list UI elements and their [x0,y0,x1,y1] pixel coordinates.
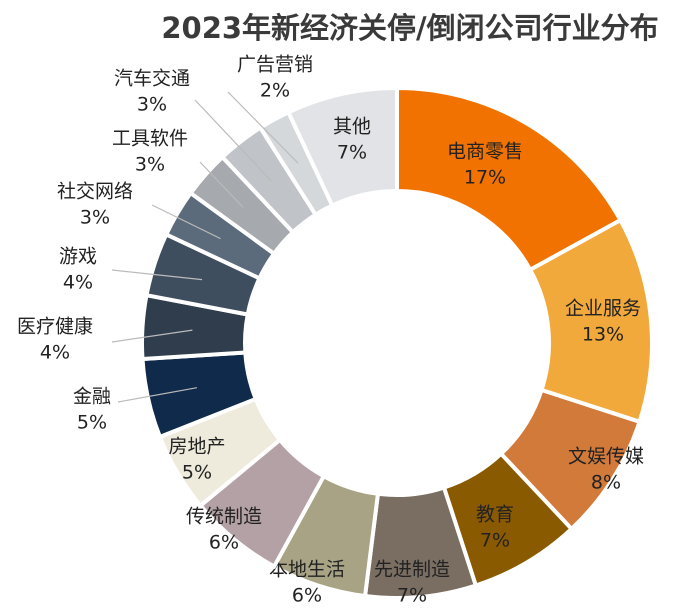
category-label: 广告营销 [237,54,313,76]
leader-line [227,91,299,164]
category-label: 先进制造 [374,559,450,581]
value-label: 17% [464,167,506,189]
value-label: 2% [260,80,290,102]
value-label: 4% [40,342,70,364]
leader-line [117,387,198,403]
category-label: 本地生活 [269,559,345,581]
value-label: 6% [209,532,239,554]
value-label: 5% [77,412,107,434]
value-label: 8% [591,472,621,494]
category-label: 教育 [476,504,514,526]
category-label: 工具软件 [112,128,188,150]
category-label: 房地产 [168,436,225,458]
leader-line [151,204,221,240]
value-label: 3% [137,94,167,116]
category-label: 电商零售 [447,141,523,163]
category-label: 金融 [73,386,111,408]
value-label: 3% [80,207,110,229]
value-label: 7% [337,142,367,164]
value-label: 3% [135,154,165,176]
value-label: 4% [63,272,93,294]
value-label: 7% [397,585,427,607]
value-label: 13% [582,324,624,346]
category-label: 其他 [333,116,371,138]
category-label: 文娱传媒 [568,446,644,468]
value-label: 7% [480,530,510,552]
leader-line [199,161,244,208]
donut-segment [395,85,624,273]
category-label: 汽车交通 [114,68,190,90]
chart-title: 2023年新经济关停/倒闭公司行业分布 [161,11,658,45]
donut-segment [285,85,399,209]
category-label: 社交网络 [57,181,133,203]
value-label: 6% [292,585,322,607]
value-label: 5% [182,462,212,484]
category-label: 传统制造 [186,506,262,528]
category-label: 游戏 [59,246,97,268]
leader-line [194,99,272,182]
leader-line [111,329,193,343]
category-label: 医疗健康 [17,316,93,338]
leader-line [111,269,203,281]
category-label: 企业服务 [565,298,641,320]
